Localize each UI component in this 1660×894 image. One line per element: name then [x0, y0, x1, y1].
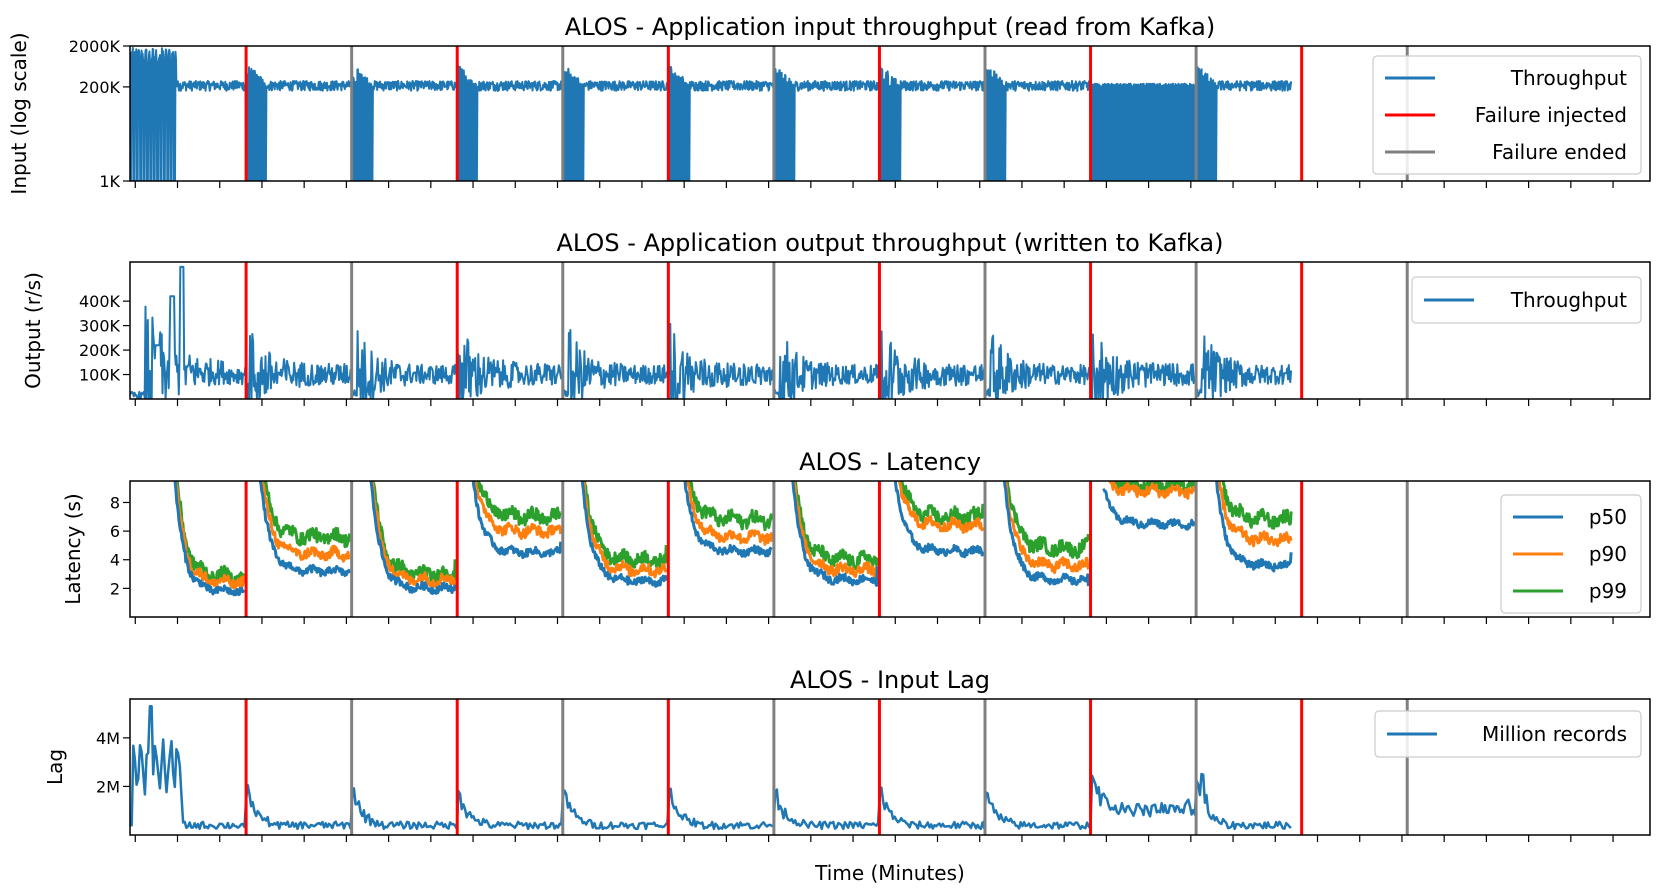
- series-latency-p99: [793, 481, 879, 571]
- legend-label: Throughput: [1510, 288, 1627, 312]
- legend-box: [1500, 494, 1642, 614]
- plot-area: [173, 481, 1409, 617]
- y-tick-label: 2M: [96, 777, 120, 796]
- series-latency-p99: [1005, 481, 1090, 560]
- legend-label: Throughput: [1510, 66, 1627, 90]
- panel-1: 1K 200K 2000K ALOS - Application input thro…: [7, 13, 1651, 195]
- x-axis-label: Time (Minutes): [814, 861, 965, 885]
- series-latency-p90: [370, 481, 457, 588]
- series-latency-p50: [1102, 488, 1196, 531]
- panel-frame: [129, 698, 1651, 836]
- y-tick-label: 200K: [79, 341, 121, 360]
- y-tick-label: 100K: [79, 366, 121, 385]
- panel-4: 2M 4M ALOS - Input Lag Lag Million records: [43, 666, 1651, 842]
- panel-frame: [129, 45, 1651, 182]
- series-input-throughput: [130, 46, 1293, 181]
- y-tick-label: 4: [110, 551, 120, 570]
- series-latency-p50: [580, 481, 668, 588]
- series-latency-p50: [791, 481, 879, 587]
- series-latency-p90: [1107, 481, 1196, 500]
- series-latency-p90: [581, 481, 668, 579]
- y-tick-label: 6: [110, 522, 120, 541]
- series-latency-p90: [792, 481, 879, 579]
- y-axis-label: Output (r/s): [21, 272, 45, 389]
- series-latency-p50: [1002, 481, 1090, 587]
- series-latency-p50: [683, 481, 773, 558]
- series-latency-p50: [173, 481, 246, 597]
- series-latency-p90: [174, 481, 246, 590]
- series-latency-p90: [896, 481, 985, 534]
- legend-box: [1374, 710, 1642, 758]
- series-latency-p50: [1214, 481, 1293, 573]
- y-tick-label: 4M: [96, 729, 120, 748]
- panel-2: 100K 200K 300K 400K ALOS - Application outpu…: [21, 229, 1651, 406]
- legend-label: Failure injected: [1475, 103, 1627, 127]
- series-latency-p99: [583, 481, 668, 569]
- series-latency-p99: [688, 481, 774, 532]
- y-tick-label: 2: [110, 579, 120, 598]
- series-latency-p50: [893, 481, 985, 559]
- legend-label: Failure ended: [1492, 140, 1627, 164]
- legend-label: Million records: [1482, 722, 1627, 746]
- chart-title: ALOS - Latency: [799, 448, 981, 476]
- series-latency-p90: [1217, 481, 1293, 548]
- plot-area: [130, 262, 1409, 399]
- y-tick-label: 1K: [99, 172, 120, 191]
- series-latency-p90: [473, 481, 563, 540]
- series-latency-p99: [1221, 481, 1293, 530]
- series-latency-p50: [369, 481, 457, 595]
- chart-title: ALOS - Application input throughput (rea…: [565, 13, 1215, 41]
- series-latency-p50: [471, 481, 563, 560]
- y-axis-label: Lag: [43, 749, 67, 785]
- legend: Throughput: [1411, 276, 1642, 324]
- y-tick-label: 300K: [79, 317, 121, 336]
- legend: p50 p90 p99: [1500, 494, 1642, 614]
- legend: Million records: [1374, 710, 1642, 758]
- legend-label: p50: [1589, 505, 1627, 529]
- series-output-throughput: [130, 265, 1293, 399]
- series-latency-p90: [685, 481, 774, 546]
- series-latency-p90: [1004, 481, 1090, 575]
- series-latency-p99: [175, 481, 246, 587]
- legend: Throughput Failure injected Failure ended: [1372, 55, 1642, 175]
- plot-area: [130, 699, 1409, 835]
- series-input-lag: [130, 705, 1292, 831]
- y-tick-label: 2000K: [69, 37, 121, 56]
- panel-frame: [129, 261, 1651, 400]
- series-latency-p99: [263, 481, 352, 549]
- y-axis-label: Latency (s): [61, 493, 85, 604]
- series-latency-p50: [258, 481, 352, 578]
- panel-frame: [129, 480, 1651, 618]
- chart-title: ALOS - Input Lag: [790, 666, 990, 694]
- panel-3: 2 4 6 8 ALOS - Latency Latency (s) p50 p90 p99: [61, 448, 1651, 624]
- series-latency-p90: [260, 481, 351, 563]
- series-latency-p99: [477, 481, 562, 527]
- legend-box: [1411, 276, 1642, 324]
- y-tick-label: 200K: [79, 78, 121, 97]
- y-tick-label: 400K: [79, 292, 121, 311]
- legend-label: p99: [1589, 579, 1627, 603]
- y-tick-label: 8: [110, 493, 120, 512]
- y-axis-label: Input (log scale): [7, 32, 31, 194]
- series-latency-p99: [899, 481, 985, 528]
- plot-area: [130, 46, 1409, 181]
- series-latency-p99: [1112, 481, 1196, 497]
- legend-box: [1372, 55, 1642, 175]
- chart-title: ALOS - Application output throughput (wr…: [557, 229, 1224, 257]
- legend-label: p90: [1589, 542, 1627, 566]
